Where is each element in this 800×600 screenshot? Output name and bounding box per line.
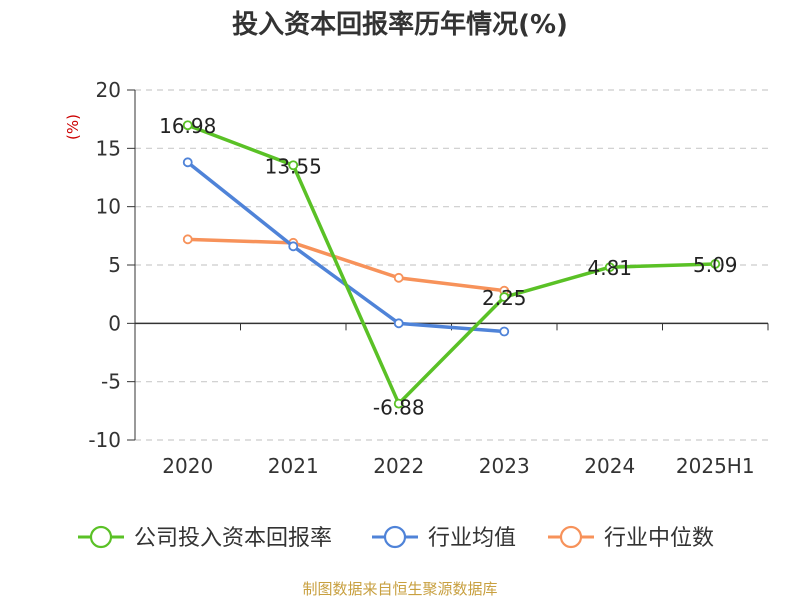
legend-marker [559,525,583,549]
y-tick-label: 15 [96,136,121,160]
legend-marker [89,525,113,549]
y-tick-label: 10 [96,195,121,219]
x-tick-label: 2024 [584,454,635,478]
y-axis-label: (%) [64,114,82,140]
legend-label: 行业均值 [428,526,516,551]
series-line-0 [187,123,716,406]
data-point[interactable] [182,157,193,168]
x-tick-label: 2023 [479,454,530,478]
data-point[interactable] [182,234,193,245]
series-line-2 [187,237,505,293]
data-point[interactable] [393,318,404,329]
x-tick-label: 2020 [162,454,213,478]
data-point[interactable] [182,120,193,131]
y-tick-label: 20 [96,78,121,102]
x-tick-label: 2025H1 [676,454,755,478]
data-labels: 16.98 13.55 -6.88 2.25 4.81 5.09 [159,114,737,419]
series-lines [182,120,721,409]
y-tick-label: 5 [108,253,121,277]
data-label: 13.55 [265,154,322,178]
data-label: -6.88 [373,396,425,420]
legend-item-1[interactable]: 行业均值 [372,525,516,551]
legend-marker [383,525,407,549]
legend-item-0[interactable]: 公司投入资本回报率 [78,525,332,551]
source-note: 制图数据来自恒生聚源数据库 [302,580,498,598]
x-tick-label: 2022 [373,454,424,478]
data-point[interactable] [393,272,404,283]
data-point[interactable] [604,262,615,273]
data-point[interactable] [393,398,404,409]
legend-item-2[interactable]: 行业中位数 [548,525,714,551]
y-tick-label: 0 [108,311,121,335]
data-point[interactable] [288,160,299,171]
axes: 20 15 10 5 0 -5 -10 (%) 2020 2021 2022 2023 2024 2025… [64,78,769,478]
data-point[interactable] [499,292,510,302]
data-point[interactable] [710,259,721,269]
y-tick-label: -5 [101,370,121,394]
data-point[interactable] [499,326,510,337]
data-label: 2.25 [482,286,527,310]
x-tick-label: 2021 [268,454,319,478]
data-label: 5.09 [693,253,738,277]
data-point[interactable] [288,241,299,252]
y-tick-label: -10 [88,428,121,452]
chart-title: 投入资本回报率历年情况(%) [232,10,568,40]
series-line-1 [186,160,505,334]
legend-label: 公司投入资本回报率 [134,526,332,551]
data-label: 4.81 [587,256,632,280]
legend[interactable]: 公司投入资本回报率 行业均值 行业中位数 [78,525,714,551]
data-label: 16.98 [159,114,216,138]
legend-label: 行业中位数 [604,526,714,551]
